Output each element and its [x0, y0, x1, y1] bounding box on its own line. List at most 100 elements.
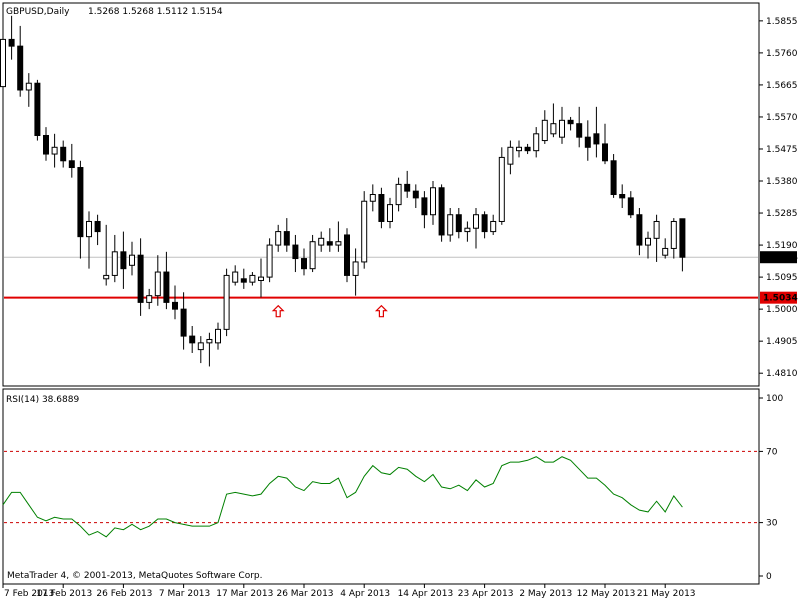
price-tick-label: 1.5855	[766, 17, 798, 27]
candle-body-bear	[602, 143, 608, 162]
candle-body-bull	[533, 133, 540, 152]
price-tick-label: 1.5665	[766, 81, 798, 91]
time-tick-label: 21 May 2013	[637, 589, 696, 599]
price-tick-label: 1.5190	[766, 241, 798, 251]
candle	[163, 251, 170, 310]
candle	[103, 224, 110, 286]
candle	[154, 255, 161, 306]
price-tick-label: 1.5285	[766, 209, 798, 219]
candle-body-bear	[120, 251, 127, 270]
candle-body-bull	[154, 271, 161, 297]
candle-body-bear	[576, 123, 583, 138]
candle	[584, 120, 591, 161]
time-tick-label: 26 Mar 2013	[276, 589, 333, 599]
candle	[344, 228, 350, 283]
candle-body-bear	[412, 190, 419, 199]
copyright-label: MetaTrader 4, © 2001-2013, MetaQuotes So…	[7, 571, 263, 581]
price-tick-label: 1.5570	[766, 113, 798, 123]
candle	[352, 248, 359, 296]
candle-body-bull	[352, 261, 359, 276]
candle-body-bear	[43, 134, 49, 155]
candle-body-bull	[111, 251, 118, 276]
time-tick-label: 4 Apr 2013	[340, 589, 390, 599]
candle-body-bear	[77, 167, 84, 238]
price-tick-label: 1.5380	[766, 177, 798, 187]
candle-body-bear	[481, 214, 488, 233]
candle-body-bear	[60, 146, 67, 162]
candle	[232, 265, 239, 286]
rsi-tick-label: 100	[766, 394, 783, 404]
candle-body-bull	[645, 237, 651, 246]
candle-body-bear	[292, 244, 299, 260]
candle-body-bear	[344, 234, 350, 276]
candle	[283, 218, 290, 252]
candle-body-bear	[610, 160, 617, 196]
candle-body-bear	[326, 241, 333, 246]
candle	[34, 79, 41, 141]
candle	[438, 184, 445, 242]
candle-body-bull	[541, 119, 548, 142]
candle	[593, 106, 600, 158]
candle-body-bull	[197, 342, 204, 351]
candle-body-bull	[447, 214, 454, 236]
candle-body-bull	[51, 146, 58, 155]
candle	[215, 322, 221, 350]
candle	[679, 218, 686, 272]
candle	[249, 272, 256, 286]
candle-body-bull	[223, 274, 230, 330]
candle	[68, 143, 75, 178]
candle	[662, 238, 669, 259]
candle	[43, 127, 49, 161]
candle	[258, 258, 264, 298]
candle-body-bear	[34, 82, 41, 136]
time-tick-label: 2 May 2013	[519, 589, 572, 599]
candle-body-bear	[68, 160, 75, 169]
candle	[240, 268, 247, 289]
candle	[292, 234, 299, 273]
time-tick-label: 14 Apr 2013	[398, 589, 454, 599]
candle	[266, 238, 273, 283]
candle-body-bear	[94, 220, 101, 233]
candle-body-bull	[103, 274, 110, 280]
candle	[60, 140, 67, 168]
candle-body-bull	[249, 274, 256, 283]
time-tick-label: 23 Apr 2013	[458, 589, 514, 599]
candle	[275, 224, 282, 252]
candle-body-bull	[369, 194, 376, 202]
candle-body-bull	[215, 328, 221, 344]
support-price-label-box	[760, 291, 797, 304]
candle	[111, 234, 118, 283]
rsi-tick-label: 0	[766, 572, 772, 582]
candle-body-bull	[309, 241, 316, 270]
rsi-axis: 100 70 30 0	[759, 394, 783, 582]
price-tick-label: 1.5760	[766, 49, 798, 59]
candle	[576, 106, 583, 148]
candle	[481, 211, 488, 239]
candle	[361, 191, 368, 269]
candle	[120, 231, 127, 289]
candle-body-bear	[378, 194, 385, 222]
candle	[378, 187, 385, 229]
candle-body-bull	[232, 271, 239, 283]
candle-body-bear	[584, 136, 591, 148]
candle-body-bear	[180, 308, 187, 337]
candle-body-bear	[679, 218, 686, 258]
candle-body-bear	[567, 119, 574, 125]
time-tick-label: 17 Feb 2013	[36, 589, 92, 599]
candle-body-bull	[670, 220, 677, 249]
candle	[412, 184, 419, 208]
candle-body-bear	[17, 45, 24, 91]
rsi-label: RSI(14) 38.6889	[6, 395, 79, 405]
candle-body-bull	[266, 244, 273, 278]
time-tick-label: 7 Mar 2013	[159, 589, 210, 599]
chart-ohlc-label: 1.5268 1.5268 1.5112 1.5154	[88, 7, 223, 17]
candle	[17, 25, 24, 97]
candle	[498, 147, 505, 225]
candle	[25, 73, 32, 107]
candle-body-bull	[206, 338, 213, 344]
candle-body-bear	[593, 133, 600, 145]
up-arrow-marker	[271, 304, 285, 318]
candle-body-bull	[318, 237, 325, 246]
price-tick-label: 1.4810	[766, 369, 798, 379]
